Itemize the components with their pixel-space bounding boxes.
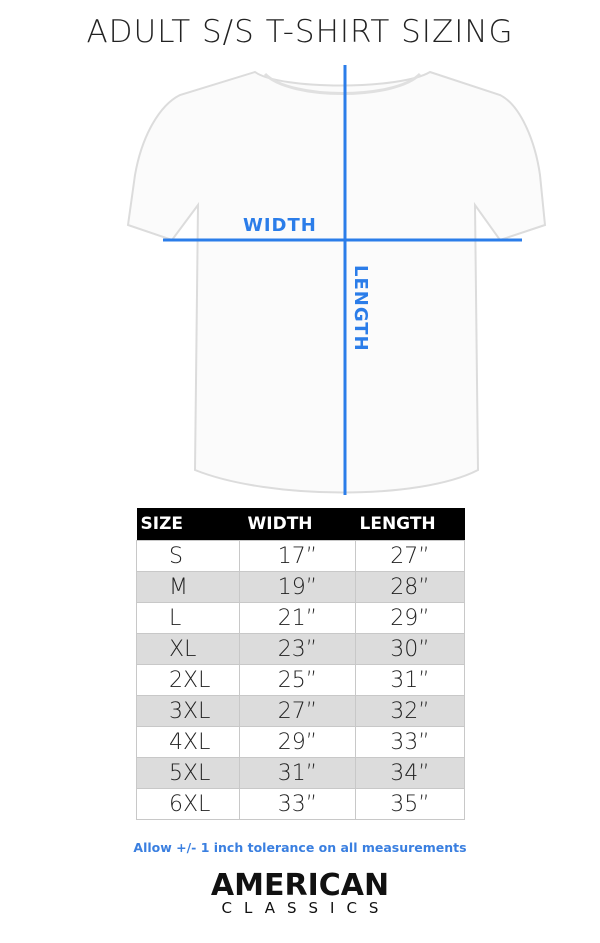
table-row: 2XL 25” 31” (136, 664, 465, 696)
cell-length: 28” (355, 571, 465, 603)
cell-width: 25” (239, 664, 356, 696)
table-row: 4XL 29” 33” (136, 726, 465, 758)
table-row: S 17” 27” (136, 540, 465, 572)
cell-length: 33” (355, 726, 465, 758)
cell-width: 31” (239, 757, 356, 789)
table-row: 3XL 27” 32” (136, 695, 465, 727)
tshirt-shape (126, 70, 547, 494)
cell-size: 5XL (136, 757, 240, 789)
cell-length: 35” (355, 788, 465, 820)
cell-size: L (136, 602, 240, 634)
cell-size: 4XL (136, 726, 240, 758)
cell-width: 17” (239, 540, 356, 572)
cell-size: XL (136, 633, 240, 665)
cell-size: 6XL (136, 788, 240, 820)
width-label: WIDTH (243, 215, 317, 236)
length-label: LENGTH (350, 265, 371, 352)
cell-length: 34” (355, 757, 465, 789)
cell-size: S (136, 540, 240, 572)
cell-width: 29” (239, 726, 356, 758)
cell-width: 23” (239, 633, 356, 665)
table-row: M 19” 28” (136, 571, 465, 603)
table-row: 6XL 33” 35” (136, 788, 465, 820)
cell-length: 32” (355, 695, 465, 727)
cell-length: 30” (355, 633, 465, 665)
header-length: LENGTH (355, 508, 465, 541)
cell-size: M (136, 571, 240, 603)
page-title: ADULT S/S T-SHIRT SIZING (86, 14, 514, 50)
table-row: XL 23” 30” (136, 633, 465, 665)
header-size: SIZE (136, 508, 240, 541)
cell-width: 21” (239, 602, 356, 634)
cell-width: 33” (239, 788, 356, 820)
header-width: WIDTH (239, 508, 356, 541)
tolerance-note: Allow +/- 1 inch tolerance on all measur… (133, 840, 467, 855)
cell-size: 3XL (136, 695, 240, 727)
cell-width: 27” (239, 695, 356, 727)
table-header: SIZE WIDTH LENGTH (136, 508, 465, 541)
cell-width: 19” (239, 571, 356, 603)
cell-length: 31” (355, 664, 465, 696)
cell-size: 2XL (136, 664, 240, 696)
size-table: SIZE WIDTH LENGTH S 17” 27” M 19” 28” L 21” 29” X… (136, 508, 465, 820)
brand-logo-sub: CLASSICS (221, 899, 391, 917)
tshirt-collar (263, 72, 422, 95)
table-row: L 21” 29” (136, 602, 465, 634)
cell-length: 27” (355, 540, 465, 572)
brand-logo: AMERICAN (210, 868, 390, 903)
table-row: 5XL 31” 34” (136, 757, 465, 789)
cell-length: 29” (355, 602, 465, 634)
tshirt-diagram (126, 65, 547, 495)
